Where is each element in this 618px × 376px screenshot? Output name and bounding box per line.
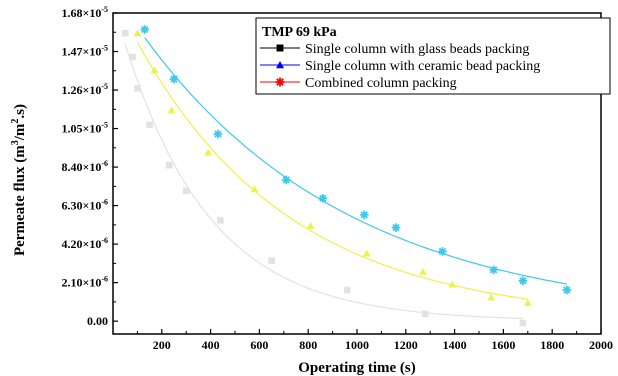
data-point [146,122,153,129]
y-axis-title-part: .s) [12,104,28,119]
data-point [524,299,532,306]
y-tick-mantissa: 4.20×10 [61,237,101,251]
data-point [319,194,328,203]
data-point [487,294,495,301]
y-tick-mantissa: 6.30×10 [61,199,101,213]
data-point [438,247,447,256]
y-tick-mantissa: 1.68×10 [61,6,101,20]
data-point [129,54,136,61]
y-tick-label: 8.40×10-6 [61,159,108,174]
y-tick-exponent: -5 [101,44,108,53]
x-tick-label: 400 [202,338,220,352]
data-point [307,222,315,229]
data-point [217,217,224,224]
data-point [214,130,223,139]
y-tick-label: 0.00 [87,314,108,328]
legend-marker [277,45,284,52]
y-tick-exponent: -5 [101,121,108,130]
data-point [134,29,142,36]
data-point [422,311,429,318]
y-tick-exponent: -6 [101,198,108,207]
x-tick-label: 1200 [394,338,418,352]
data-point [134,85,141,92]
x-tick-label: 600 [250,338,268,352]
y-tick-mantissa: 0.00 [87,314,108,328]
y-tick-mantissa: 2.10×10 [61,276,101,290]
data-point [140,25,149,34]
y-tick-label: 1.05×10-5 [61,121,108,136]
data-point [170,75,179,84]
y-tick-exponent: -5 [101,82,108,91]
legend-label: Single column with ceramic bead packing [305,59,540,74]
legend-marker [276,78,285,87]
y-tick-label: 2.10×10-6 [61,275,108,290]
y-tick-label: 1.26×10-5 [61,82,108,97]
y-tick-label: 1.47×10-5 [61,44,108,59]
y-tick-label: 1.68×10-5 [61,5,108,20]
y-tick-label: 6.30×10-6 [61,198,108,213]
y-tick-exponent: -5 [101,5,108,14]
data-point [392,223,401,232]
data-point [489,266,498,275]
data-point [268,257,275,264]
y-axis-title-part: /m [12,123,28,141]
y-tick-mantissa: 1.05×10 [61,122,101,136]
x-tick-label: 800 [299,338,317,352]
legend-label: Single column with glass beads packing [305,42,529,57]
legend-title: TMP 69 kPa [262,25,337,40]
data-point [122,30,129,37]
x-tick-label: 2000 [589,338,613,352]
x-tick-label: 1000 [345,338,369,352]
y-axis-title: Permeate flux (m3/m2.s) [10,104,28,256]
x-tick-label: 1800 [540,338,564,352]
data-point [204,149,212,156]
y-tick-exponent: -6 [101,275,108,284]
y-tick-mantissa: 1.26×10 [61,83,101,97]
y-tick-label: 4.20×10-6 [61,236,108,251]
data-point [519,277,528,286]
y-tick-exponent: -6 [101,236,108,245]
data-point [363,249,371,256]
y-tick-mantissa: 1.47×10 [61,45,101,59]
y-tick-exponent: -6 [101,159,108,168]
y-tick-mantissa: 8.40×10 [61,160,101,174]
data-point [419,268,427,275]
y-axis-title-part: Permeate flux (m [12,145,28,256]
legend-label: Combined column packing [305,76,457,91]
data-point [166,162,173,169]
x-tick-label: 1400 [443,338,467,352]
x-axis-title: Operating time (s) [298,360,415,376]
data-point [360,210,369,219]
data-point [344,287,351,294]
x-tick-label: 1600 [491,338,515,352]
data-point [520,320,527,327]
data-point [183,188,190,195]
x-tick-label: 200 [153,338,171,352]
data-point [563,286,572,295]
data-point [168,106,176,113]
data-point [282,176,291,185]
legend: TMP 69 kPa Single column with glass bead… [256,18,610,94]
